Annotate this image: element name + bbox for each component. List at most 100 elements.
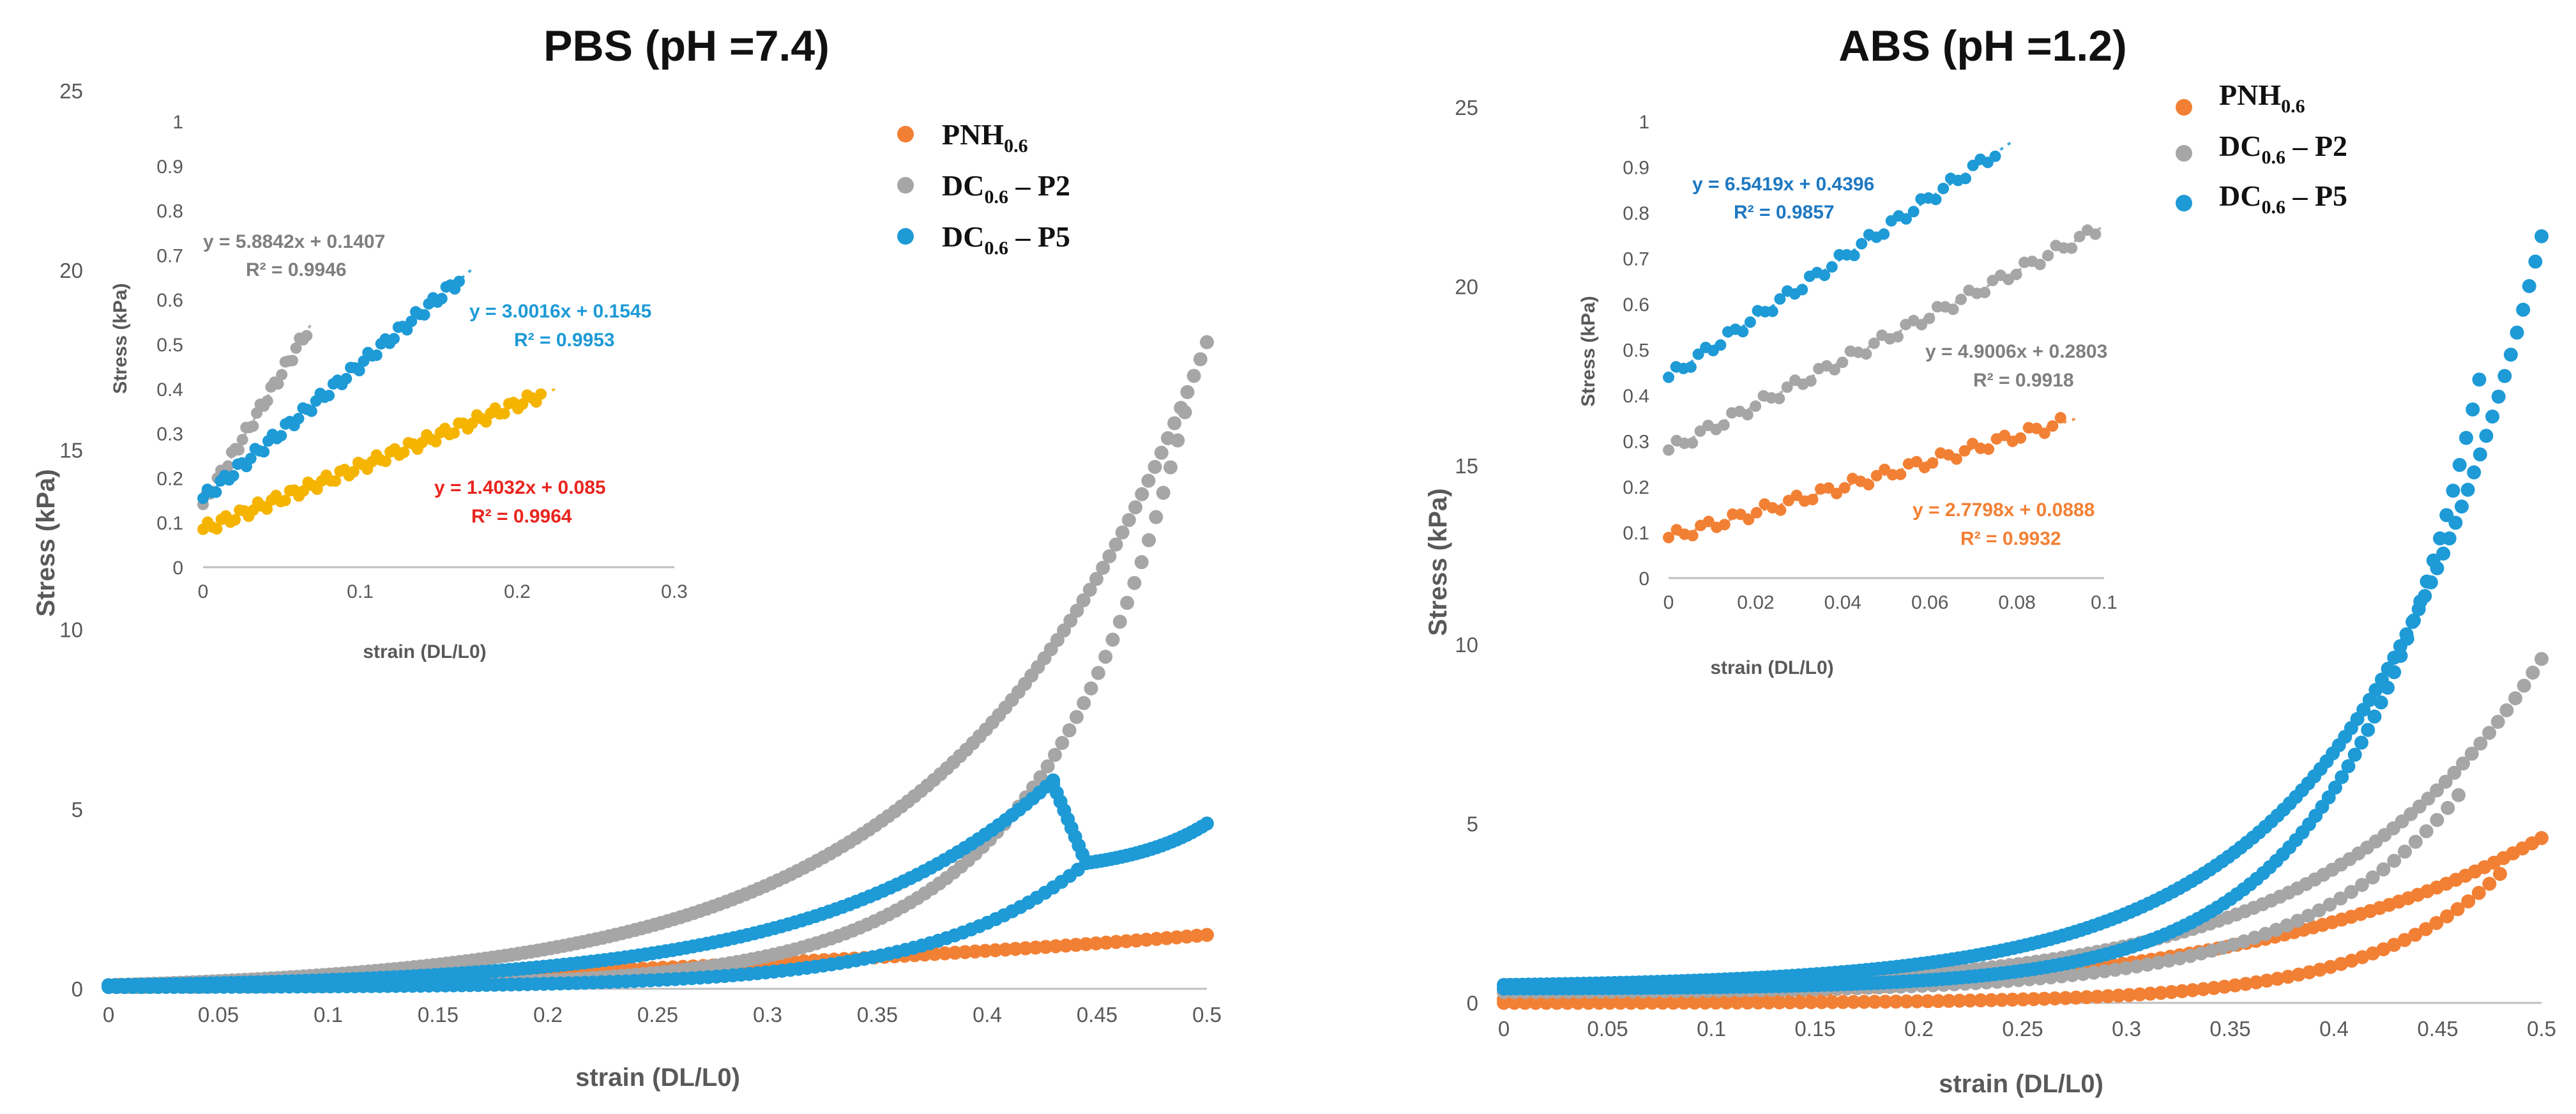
pbs-x-tick-label: 0.3 bbox=[753, 1003, 782, 1026]
abs-x-tick-label: 0.5 bbox=[2527, 1017, 2556, 1041]
abs-inset-eq-p5: y = 6.5419x + 0.4396 bbox=[1692, 174, 1874, 195]
pbs-inset-y-tick-label: 0.6 bbox=[156, 290, 183, 311]
abs-inset-data-point bbox=[1741, 409, 1754, 421]
pbs-data-point bbox=[1063, 613, 1078, 628]
abs-inset-data-point bbox=[1774, 293, 1786, 305]
abs-data-point bbox=[2185, 983, 2200, 998]
pbs-data-point bbox=[1079, 937, 1093, 952]
pbs-data-point bbox=[1190, 928, 1204, 943]
pbs-data-point bbox=[1149, 510, 1163, 524]
pbs-inset-data-point bbox=[330, 475, 342, 487]
abs-chart-title: ABS (pH =1.2) bbox=[1838, 22, 2127, 70]
pbs-inset-data-point bbox=[323, 390, 335, 402]
abs-data-point bbox=[2374, 695, 2388, 710]
pbs-y-axis-title: Stress (kPa) bbox=[32, 469, 60, 616]
abs-inset-data-point bbox=[1878, 228, 1890, 240]
abs-x-tick-label: 0.1 bbox=[1697, 1017, 1726, 1041]
abs-data-point bbox=[2196, 982, 2211, 996]
abs-x-tick-label: 0.3 bbox=[2112, 1017, 2141, 1041]
pbs-data-point bbox=[1049, 939, 1063, 954]
pbs-inset-data-point bbox=[517, 398, 529, 410]
abs-data-point bbox=[1825, 995, 1840, 1009]
abs-data-point bbox=[1899, 994, 1914, 1009]
abs-inset-y-tick-label: 0.3 bbox=[1623, 432, 1649, 453]
abs-data-point bbox=[2065, 968, 2080, 982]
abs-data-point bbox=[2419, 824, 2434, 839]
abs-data-point bbox=[2153, 986, 2168, 1000]
abs-data-point bbox=[1889, 994, 1904, 1009]
abs-y-tick-label: 10 bbox=[1455, 633, 1478, 657]
abs-data-point bbox=[2471, 885, 2486, 900]
abs-data-point bbox=[1581, 995, 1596, 1010]
abs-legend-pnh: PNH0.6 bbox=[2219, 79, 2305, 117]
abs-inset-r2-pnh: R² = 0.9932 bbox=[1960, 528, 2061, 549]
abs-inset-y-ticks: 0 0.1 0.2 0.3 0.4 0.5 0.6 0.7 0.8 0.9 1 bbox=[1623, 112, 1649, 590]
abs-data-point bbox=[2333, 891, 2348, 906]
abs-data-point bbox=[2247, 931, 2262, 945]
pbs-data-point bbox=[1193, 352, 1208, 367]
abs-data-point bbox=[2037, 991, 2052, 1006]
abs-inset-data-point bbox=[1743, 514, 1755, 526]
pbs-data-point bbox=[1178, 405, 1192, 420]
abs-data-point bbox=[1804, 995, 1819, 1009]
pbs-data-point bbox=[1018, 941, 1033, 956]
pbs-inset-data-point bbox=[379, 455, 391, 468]
pbs-data-point bbox=[1091, 666, 1105, 680]
abs-data-point bbox=[2322, 897, 2337, 912]
abs-inset-y-tick-label: 0.7 bbox=[1623, 249, 1649, 270]
pbs-inset-data-point bbox=[398, 446, 410, 459]
pbs-data-point bbox=[1069, 710, 1084, 724]
abs-data-point bbox=[1761, 995, 1776, 1010]
pbs-inset-y-tick-label: 0.5 bbox=[156, 335, 183, 356]
pbs-chart: PBS (pH =7.4) 0 0.05 0.1 0.15 0.2 0.25 0.3 0.35… bbox=[32, 22, 1222, 1092]
pbs-data-point bbox=[1142, 533, 1156, 547]
pbs-data-point bbox=[1109, 935, 1123, 949]
abs-data-point bbox=[2426, 553, 2441, 568]
abs-data-point bbox=[2534, 229, 2549, 243]
abs-data-point bbox=[2341, 759, 2356, 774]
abs-inset-x-ticks: 0 0.02 0.04 0.06 0.08 0.1 bbox=[1663, 592, 2118, 613]
pbs-data-point bbox=[1200, 335, 1214, 349]
abs-data-point bbox=[1507, 995, 1522, 1010]
pbs-inset-data-point bbox=[353, 365, 365, 377]
pbs-inset-y-tick-label: 0 bbox=[172, 558, 183, 579]
abs-data-point bbox=[2508, 691, 2523, 706]
abs-data-point bbox=[2408, 927, 2423, 942]
pbs-data-point bbox=[1070, 604, 1084, 618]
abs-data-point bbox=[2281, 970, 2296, 984]
pbs-x-tick-label: 0.15 bbox=[418, 1003, 458, 1026]
pbs-inset-data-point bbox=[210, 486, 222, 498]
abs-data-point bbox=[2534, 652, 2549, 666]
abs-inset-y-tick-label: 0.4 bbox=[1623, 386, 1649, 407]
pbs-x-ticks: 0 0.05 0.1 0.15 0.2 0.25 0.3 0.35 0.4 0.45 0.5 bbox=[103, 1003, 1222, 1026]
abs-data-point bbox=[2450, 902, 2465, 917]
abs-data-point bbox=[1560, 995, 1575, 1010]
abs-data-point bbox=[1645, 995, 1660, 1010]
abs-legend-p5: DC0.6 – P5 bbox=[2219, 179, 2347, 218]
abs-data-point bbox=[2380, 680, 2395, 695]
abs-data-point bbox=[2408, 834, 2423, 849]
abs-data-point bbox=[1719, 995, 1734, 1010]
abs-data-point bbox=[2132, 987, 2147, 1002]
abs-inset-data-point bbox=[1718, 419, 1730, 431]
abs-inset-eq-p2: y = 4.9006x + 0.2803 bbox=[1925, 341, 2107, 362]
abs-data-point bbox=[2321, 790, 2336, 805]
abs-data-point bbox=[2526, 666, 2540, 680]
abs-data-point bbox=[2249, 975, 2264, 989]
pbs-inset-y-tick-label: 0.7 bbox=[156, 245, 183, 266]
pbs-inset-x-tick-label: 0.3 bbox=[661, 581, 688, 602]
abs-data-point bbox=[2503, 347, 2518, 362]
abs-y-tick-label: 20 bbox=[1455, 275, 1478, 298]
abs-data-point bbox=[1878, 995, 1893, 1009]
abs-data-point bbox=[2510, 325, 2524, 340]
abs-data-point bbox=[2376, 942, 2391, 957]
pbs-inset-fit-2 bbox=[197, 268, 473, 505]
abs-data-point bbox=[2122, 988, 2137, 1002]
abs-data-point bbox=[2175, 984, 2190, 998]
abs-inset-r2-p5: R² = 0.9857 bbox=[1734, 202, 1835, 223]
abs-data-point bbox=[2193, 946, 2208, 961]
abs-data-point bbox=[2421, 791, 2436, 806]
abs-x-tick-label: 0.2 bbox=[1904, 1017, 1934, 1041]
pbs-inset-y-tick-label: 1 bbox=[172, 112, 183, 133]
pbs-data-point bbox=[1062, 723, 1077, 738]
